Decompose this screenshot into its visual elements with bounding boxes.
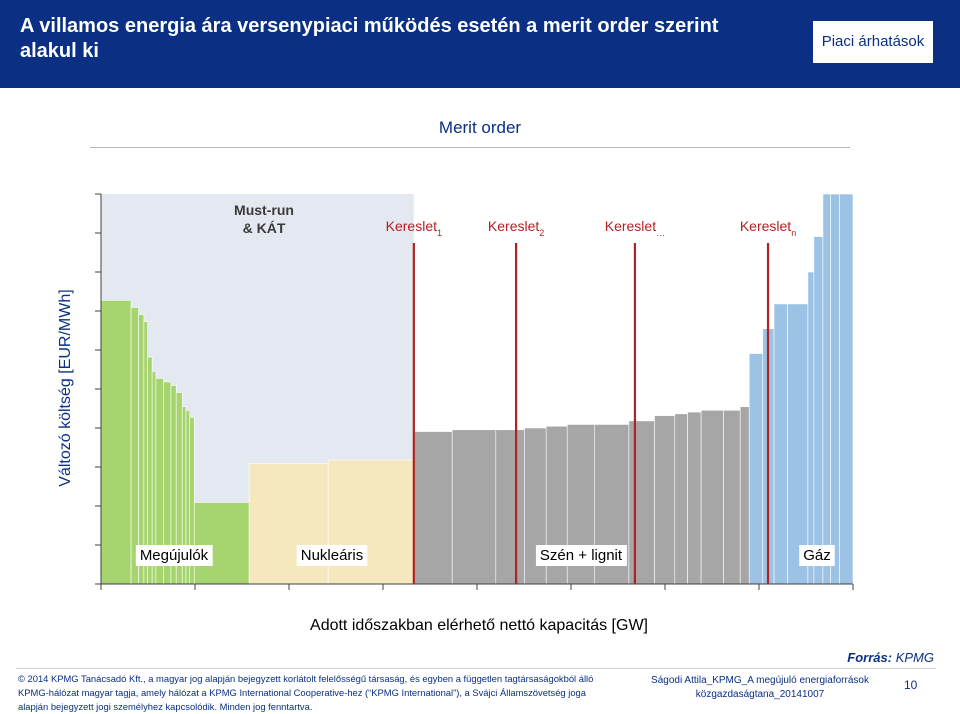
title-divider <box>90 147 850 148</box>
merit-bar <box>193 502 250 585</box>
source-value: KPMG <box>895 650 934 665</box>
fuel-group-label: Szén + lignit <box>540 547 623 564</box>
merit-bar <box>138 314 145 585</box>
merit-bar <box>687 411 702 585</box>
x-axis-label: Adott időszakban elérhető nettó kapacitá… <box>310 617 648 634</box>
fuel-group-label: Gáz <box>803 547 831 564</box>
merit-bar <box>628 420 655 585</box>
merit-bar <box>100 300 132 585</box>
fuel-label-box <box>535 545 627 566</box>
merit-bar <box>674 413 688 585</box>
merit-bar <box>839 193 854 585</box>
merit-bar <box>807 271 815 585</box>
demand-label: Kereslet1 <box>386 218 442 238</box>
fuel-label-box <box>135 545 213 566</box>
presenter-line: Ságodi Attila_KPMG_A megújuló energiafor… <box>651 675 869 686</box>
legal-notice: © 2014 KPMG Tanácsadó Kft., a magyar jog… <box>18 672 618 714</box>
merit-bar <box>413 431 453 585</box>
merit-bar <box>723 409 741 585</box>
merit-bar <box>830 193 840 585</box>
merit-bar <box>739 406 750 585</box>
merit-bar <box>773 303 788 585</box>
fuel-label-box <box>799 545 835 566</box>
merit-bar <box>700 409 724 585</box>
merit-order-chart: Változó költség [EUR/MWh] Adott időszakb… <box>57 193 854 634</box>
merit-bar <box>748 353 764 585</box>
presenter-line: közgazdaságtana_20141007 <box>695 689 825 700</box>
must-run-label: & KÁT <box>243 220 286 236</box>
legal-line: © 2014 KPMG Tanácsadó Kft., a magyar jog… <box>18 673 594 684</box>
source-label: Forrás: <box>847 650 893 665</box>
must-run-label: Must-run <box>234 202 294 218</box>
demand-label: Kereslet… <box>605 218 665 238</box>
source-note: Forrás: KPMG <box>847 650 934 665</box>
merit-bar <box>822 193 831 585</box>
fuel-group-label: Megújulók <box>140 547 209 564</box>
demand-label: Keresletn <box>740 218 796 238</box>
page-number: 10 <box>904 678 918 692</box>
merit-bar <box>451 429 497 585</box>
merit-bar <box>130 307 139 585</box>
section-badge: Piaci árhatások <box>812 20 934 64</box>
merit-bar <box>787 303 809 585</box>
slide-title: A villamos energia ára versenypiaci műkö… <box>20 15 719 62</box>
legal-line: KPMG-hálózat magyar tagja, amely hálózat… <box>18 687 586 698</box>
merit-bar <box>495 429 525 585</box>
fuel-label-box <box>296 545 368 566</box>
merit-bar <box>813 236 824 585</box>
presenter-info: Ságodi Attila_KPMG_A megújuló energiafor… <box>640 674 880 702</box>
merit-bar <box>143 321 148 585</box>
y-axis-label: Változó költség [EUR/MWh] <box>57 289 74 486</box>
demand-label: Kereslet2 <box>488 218 544 238</box>
chart-title: Merit order <box>438 118 522 137</box>
merit-bar <box>654 415 676 585</box>
fuel-group-label: Nukleáris <box>301 547 364 564</box>
legal-line: alapján bejegyzett jogi személyhez kapcs… <box>18 701 313 712</box>
footer-divider <box>16 668 936 669</box>
slide-header: A villamos energia ára versenypiaci műkö… <box>0 0 960 88</box>
